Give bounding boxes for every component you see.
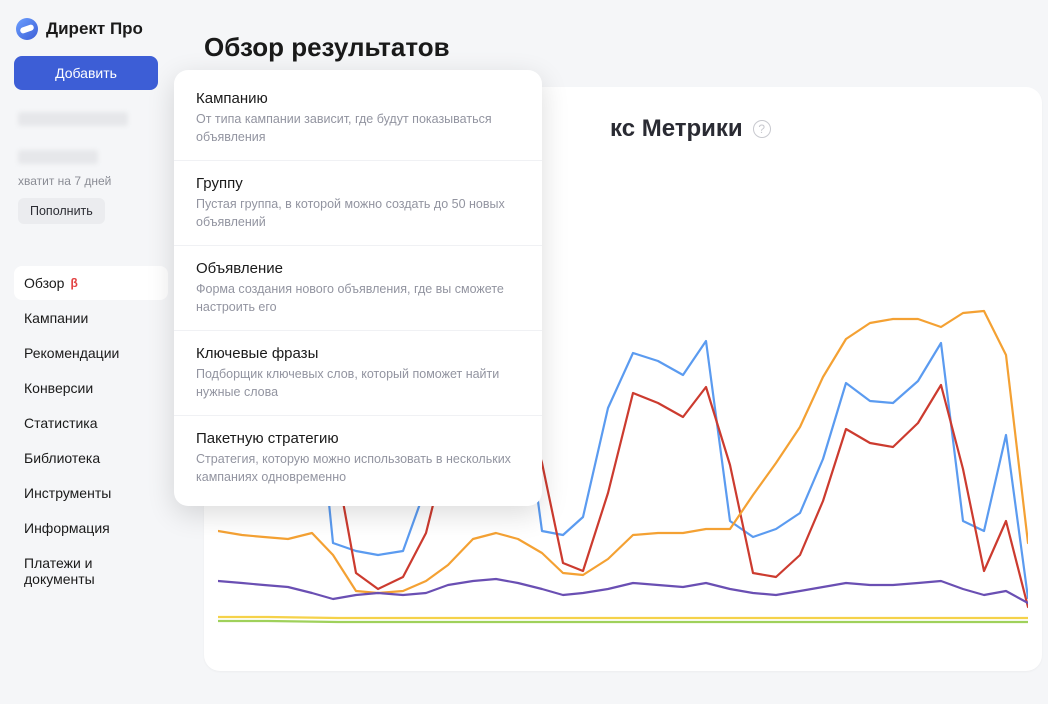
nav-item[interactable]: Платежи и документы xyxy=(14,546,168,596)
nav-item-label: Платежи и документы xyxy=(24,555,158,587)
dropdown-item-title: Группу xyxy=(196,175,520,192)
add-button[interactable]: Добавить xyxy=(14,56,158,90)
nav-item[interactable]: Обзорβ xyxy=(14,266,168,300)
nav-item[interactable]: Библиотека xyxy=(14,441,168,475)
dropdown-item-desc: Форма создания нового объявления, где вы… xyxy=(196,281,520,316)
nav-item-label: Инструменты xyxy=(24,485,111,501)
dropdown-item-title: Ключевые фразы xyxy=(196,345,520,362)
balance-block: хватит на 7 дней Пополнить xyxy=(14,112,168,258)
topup-button-label: Пополнить xyxy=(30,204,93,218)
balance-days-text: хватит на 7 дней xyxy=(18,174,168,188)
sidebar: Директ Про Добавить хватит на 7 дней Поп… xyxy=(0,0,180,704)
dropdown-item[interactable]: Объявление Форма создания нового объявлен… xyxy=(174,246,542,331)
brand-logo-icon xyxy=(16,18,38,40)
nav-item-label: Кампании xyxy=(24,310,88,326)
topup-button[interactable]: Пополнить xyxy=(18,198,105,224)
nav-item[interactable]: Инструменты xyxy=(14,476,168,510)
page-title: Обзор результатов xyxy=(204,32,1048,63)
brand: Директ Про xyxy=(14,18,168,40)
balance-placeholder xyxy=(18,112,128,126)
dropdown-item-desc: Подборщик ключевых слов, который поможет… xyxy=(196,366,520,401)
nav-item-label: Статистика xyxy=(24,415,98,431)
dropdown-item[interactable]: Группу Пустая группа, в которой можно соз… xyxy=(174,161,542,246)
dropdown-item-title: Пакетную стратегию xyxy=(196,430,520,447)
dropdown-item-desc: От типа кампании зависит, где будут пока… xyxy=(196,111,520,146)
help-icon[interactable]: ? xyxy=(753,120,771,138)
nav-item[interactable]: Информация xyxy=(14,511,168,545)
chart-series-yellow xyxy=(218,617,1028,618)
dropdown-item[interactable]: Ключевые фразы Подборщик ключевых слов, к… xyxy=(174,331,542,416)
nav-item[interactable]: Кампании xyxy=(14,301,168,335)
nav-item[interactable]: Статистика xyxy=(14,406,168,440)
nav-item-label: Обзор xyxy=(24,275,64,291)
nav-item-label: Конверсии xyxy=(24,380,93,396)
dropdown-item-title: Объявление xyxy=(196,260,520,277)
nav-list: Обзорβ Кампании Рекомендации Конверсии Стати… xyxy=(14,266,168,596)
add-button-label: Добавить xyxy=(55,65,117,81)
brand-text: Директ Про xyxy=(46,19,143,39)
dropdown-item-desc: Пустая группа, в которой можно создать д… xyxy=(196,196,520,231)
dropdown-item[interactable]: Кампанию От типа кампании зависит, где бу… xyxy=(174,76,542,161)
nav-item-label: Информация xyxy=(24,520,110,536)
card-title-suffix: кс Метрики xyxy=(610,115,743,143)
nav-item-label: Рекомендации xyxy=(24,345,119,361)
beta-badge: β xyxy=(70,276,77,290)
chart-series-purple xyxy=(218,579,1028,603)
chart-series-green xyxy=(218,621,1028,622)
add-dropdown: Кампанию От типа кампании зависит, где бу… xyxy=(174,70,542,506)
nav-item-label: Библиотека xyxy=(24,450,100,466)
dropdown-item-desc: Стратегия, которую можно использовать в … xyxy=(196,451,520,486)
balance-placeholder xyxy=(18,150,98,164)
nav-item[interactable]: Конверсии xyxy=(14,371,168,405)
dropdown-item-title: Кампанию xyxy=(196,90,520,107)
nav-item[interactable]: Рекомендации xyxy=(14,336,168,370)
dropdown-item[interactable]: Пакетную стратегию Стратегия, которую мож… xyxy=(174,416,542,500)
